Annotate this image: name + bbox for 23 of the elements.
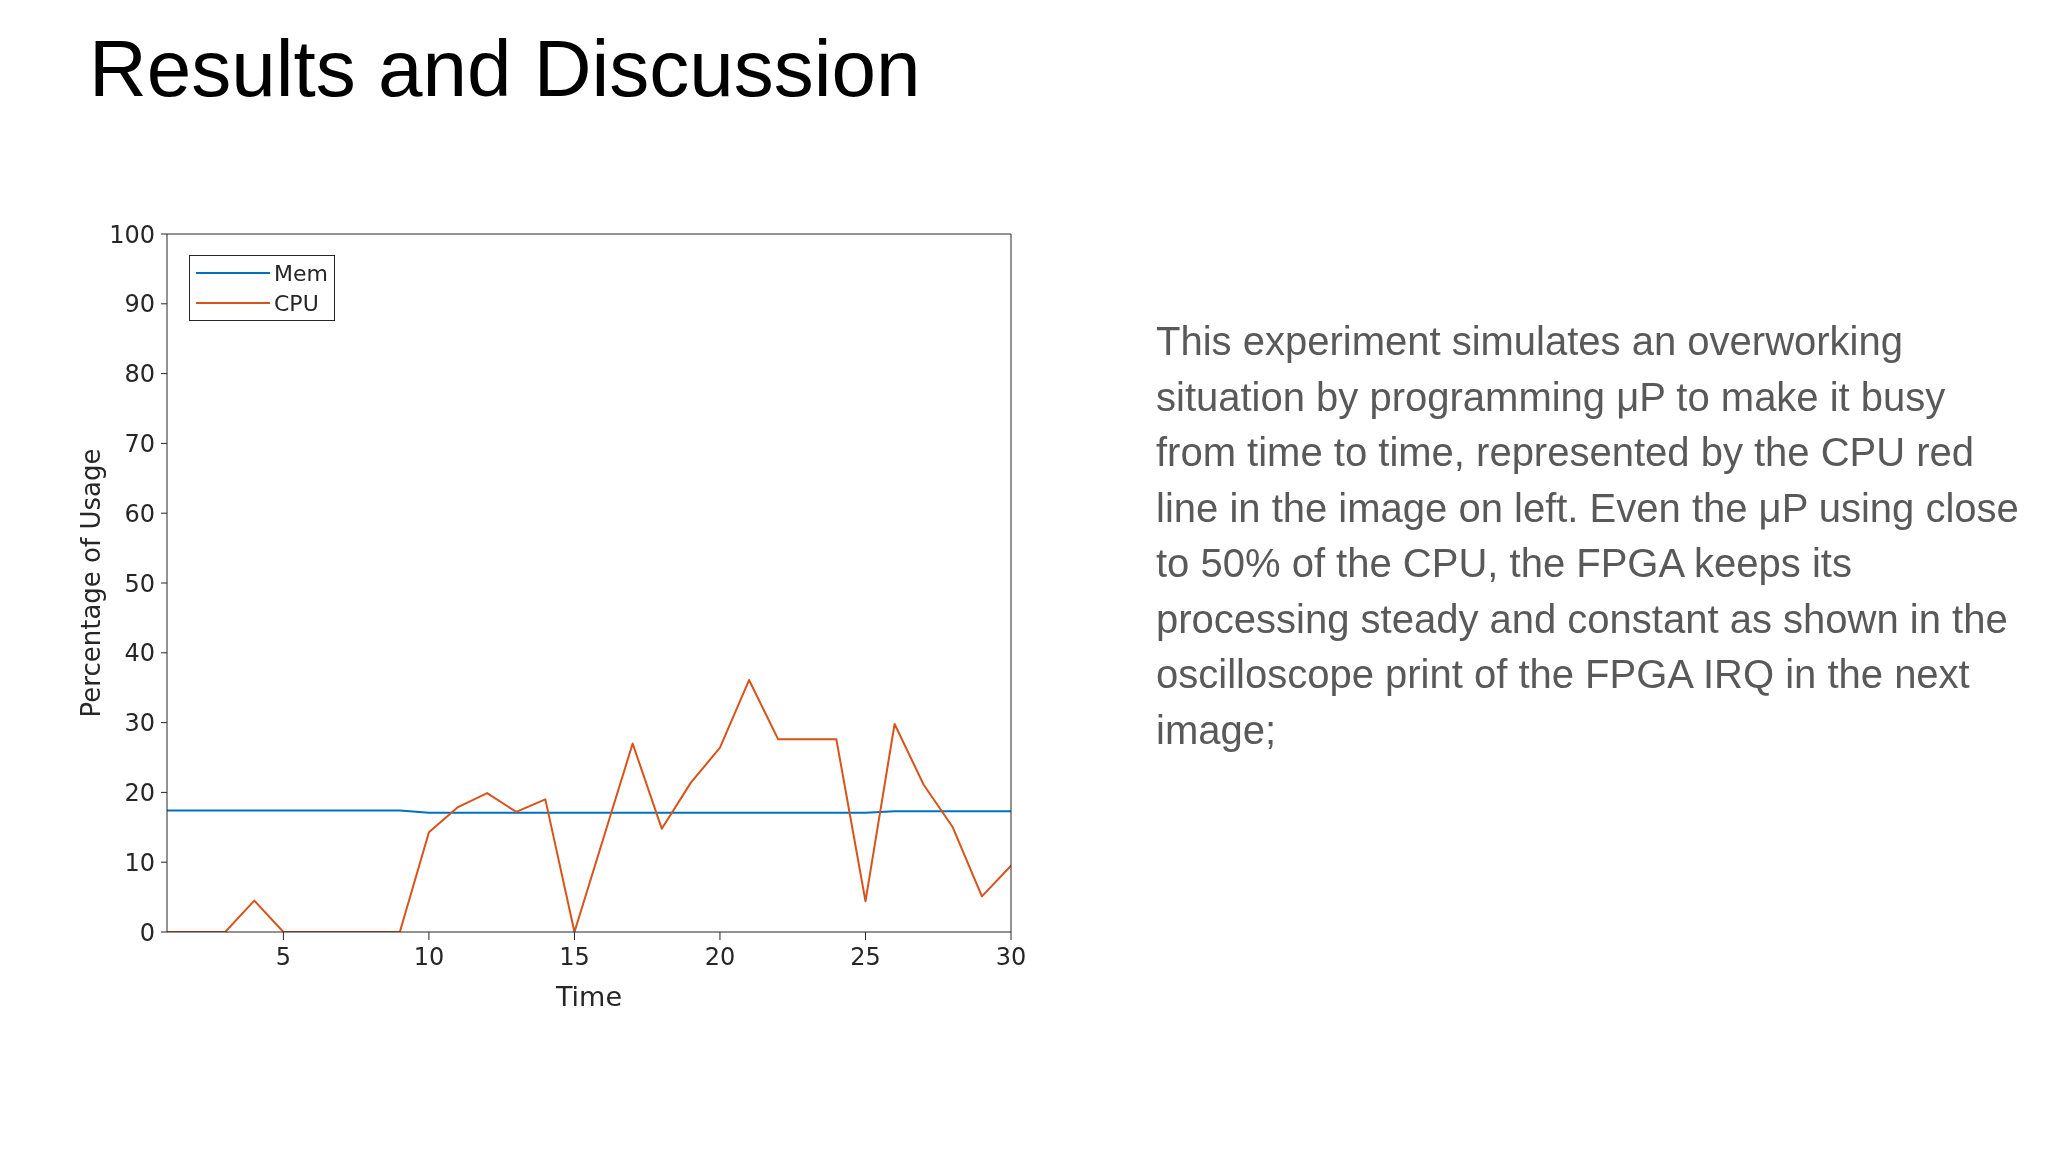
chart-title: Results and Discussion xyxy=(89,24,921,113)
y-tick-label: 90 xyxy=(124,290,155,319)
x-axis-title: Time xyxy=(554,981,623,1012)
x-tick-label: 10 xyxy=(413,943,445,972)
legend-label: CPU xyxy=(274,290,319,316)
text: This experiment simulates an overworking situation by programming μP to make it busy from time to time, represented by the CPU red line in the image on left. Even the μP using close to 50% of the CPU, the FPGA keeps its processing steady and constant as shown in the oscilloscope print of the FPGA IRQ in the next image; xyxy=(1156,318,2020,754)
y-tick-label: 30 xyxy=(124,709,155,738)
y-tick-label: 100 xyxy=(109,220,155,249)
y-tick-label: 0 xyxy=(139,918,155,947)
x-tick-label: 5 xyxy=(275,943,292,972)
y-tick-label: 70 xyxy=(124,429,155,458)
y-tick-label: 60 xyxy=(124,499,155,528)
x-tick-label: 20 xyxy=(704,943,736,972)
legend-label: Mem xyxy=(274,260,328,286)
x-tick-label: 15 xyxy=(559,943,590,972)
y-tick-label: 20 xyxy=(124,778,155,807)
y-axis-title: Percentage of Usage xyxy=(76,448,107,718)
y-tick-label: 40 xyxy=(124,639,155,668)
y-tick-label: 80 xyxy=(124,360,155,389)
x-tick-label: 30 xyxy=(995,943,1027,972)
y-tick-label: 10 xyxy=(124,848,155,877)
y-tick-label: 50 xyxy=(124,569,155,598)
x-tick-label: 25 xyxy=(850,943,881,972)
